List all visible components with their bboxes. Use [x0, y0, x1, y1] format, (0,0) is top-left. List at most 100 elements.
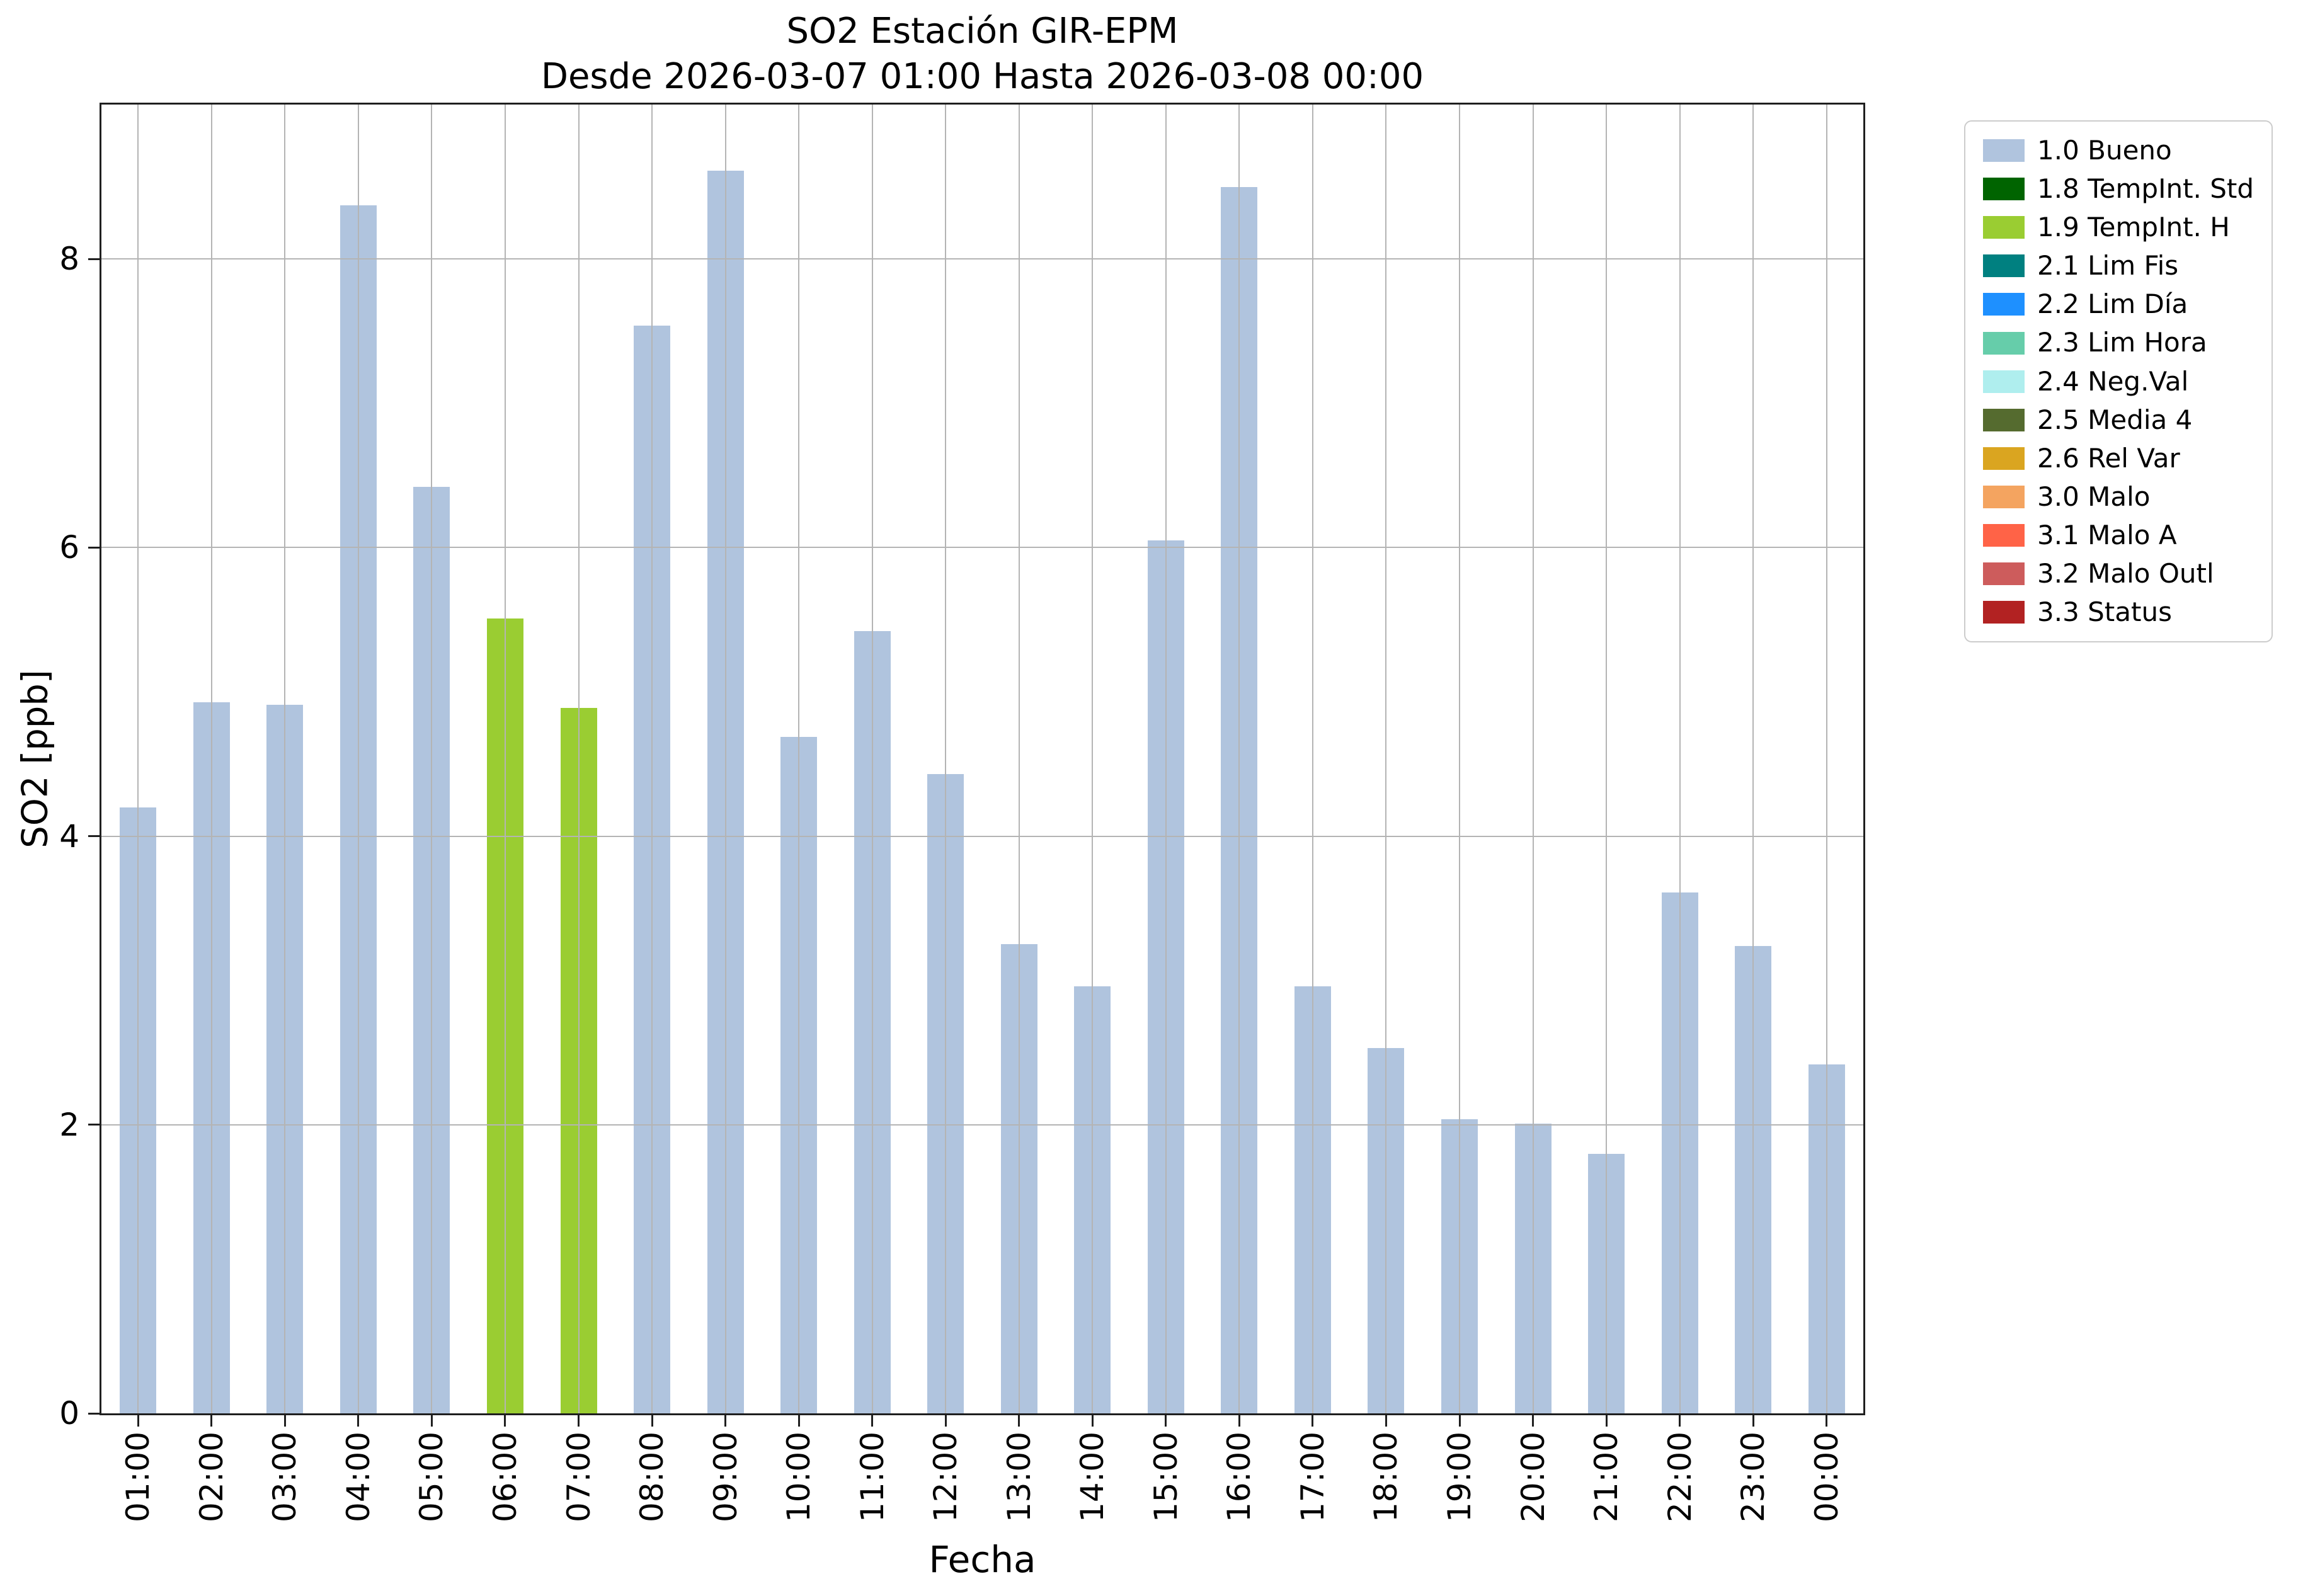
bar-09:00 [707, 171, 744, 1413]
bar-03:00 [266, 705, 304, 1413]
bar-22:00 [1661, 892, 1698, 1413]
x-tick-mark [797, 1415, 800, 1427]
y-tick-mark [88, 258, 100, 260]
y-tick-label: 6 [59, 529, 79, 566]
x-tick-mark [871, 1415, 874, 1427]
legend-label: 1.9 TempInt. H [2037, 212, 2230, 243]
legend-swatch [1983, 293, 2025, 316]
bar-11:00 [854, 631, 891, 1413]
legend-swatch [1983, 562, 2025, 586]
bar-12:00 [927, 774, 964, 1413]
y-tick-label: 2 [59, 1106, 79, 1143]
chart-title-line2: Desde 2026-03-07 01:00 Hasta 2026-03-08 … [540, 55, 1424, 97]
x-tick-label: 14:00 [1074, 1431, 1111, 1523]
bar-18:00 [1368, 1048, 1405, 1413]
x-tick-label: 18:00 [1368, 1431, 1405, 1523]
legend-item: 1.8 TempInt. Std [1983, 173, 2254, 205]
y-tick-mark [88, 1124, 100, 1126]
legend: 1.0 Bueno 1.8 TempInt. Std 1.9 TempInt. H 2… [1964, 120, 2273, 643]
legend-label: 2.6 Rel Var [2037, 442, 2180, 474]
y-tick-label: 4 [59, 818, 79, 855]
legend-item: 1.0 Bueno [1983, 135, 2254, 166]
x-tick-label: 16:00 [1221, 1431, 1258, 1523]
legend-item: 2.5 Media 4 [1983, 406, 2254, 434]
x-tick-label: 09:00 [707, 1431, 744, 1523]
x-tick-mark [944, 1415, 947, 1427]
x-tick-label: 19:00 [1441, 1431, 1478, 1523]
x-tick-label: 12:00 [927, 1431, 964, 1523]
x-tick-label: 04:00 [340, 1431, 377, 1523]
legend-swatch [1983, 254, 2025, 278]
bar-05:00 [413, 487, 450, 1413]
x-tick-mark [1238, 1415, 1240, 1427]
legend-swatch [1983, 139, 2025, 162]
y-tick-label: 8 [59, 241, 79, 278]
x-tick-mark [1679, 1415, 1681, 1427]
legend-label: 2.3 Lim Hora [2037, 327, 2207, 358]
x-axis-label: Fecha [929, 1538, 1036, 1581]
x-tick-mark [1605, 1415, 1608, 1427]
x-tick-mark [283, 1415, 286, 1427]
x-tick-label: 21:00 [1588, 1431, 1625, 1523]
legend-item: 3.0 Malo [1983, 481, 2254, 512]
y-tick-mark [88, 835, 100, 838]
x-tick-label: 17:00 [1294, 1431, 1331, 1523]
bar-17:00 [1294, 986, 1331, 1413]
x-tick-mark [1826, 1415, 1828, 1427]
x-tick-mark [1018, 1415, 1020, 1427]
bar-04:00 [340, 205, 377, 1413]
legend-swatch [1983, 601, 2025, 624]
legend-label: 3.1 Malo A [2037, 519, 2177, 550]
x-tick-mark [210, 1415, 213, 1427]
legend-label: 3.3 Status [2037, 596, 2172, 628]
x-tick-label: 11:00 [854, 1431, 891, 1523]
legend-swatch [1983, 178, 2025, 201]
legend-label: 1.8 TempInt. Std [2037, 173, 2254, 205]
x-tick-mark [1532, 1415, 1534, 1427]
x-tick-label: 10:00 [780, 1431, 818, 1523]
x-tick-label: 01:00 [120, 1431, 157, 1523]
legend-item: 3.1 Malo A [1983, 519, 2254, 550]
bar-02:00 [193, 702, 230, 1413]
x-tick-mark [1752, 1415, 1754, 1427]
x-tick-mark [578, 1415, 580, 1427]
x-tick-label: 20:00 [1514, 1431, 1552, 1523]
legend-swatch [1983, 408, 2025, 431]
x-tick-label: 22:00 [1661, 1431, 1698, 1523]
x-tick-mark [504, 1415, 506, 1427]
legend-swatch [1983, 447, 2025, 470]
x-tick-label: 08:00 [634, 1431, 671, 1523]
legend-item: 2.2 Lim Día [1983, 290, 2254, 318]
legend-item: 2.1 Lim Fis [1983, 252, 2254, 280]
legend-swatch [1983, 331, 2025, 355]
x-tick-mark [1091, 1415, 1094, 1427]
legend-label: 3.0 Malo [2037, 481, 2151, 512]
bar-00:00 [1808, 1064, 1845, 1413]
x-tick-label: 13:00 [1000, 1431, 1037, 1523]
legend-item: 2.6 Rel Var [1983, 442, 2254, 474]
x-tick-mark [430, 1415, 433, 1427]
legend-label: 3.2 Malo Outl [2037, 558, 2214, 590]
legend-item: 3.2 Malo Outl [1983, 558, 2254, 590]
bar-01:00 [120, 807, 157, 1413]
x-tick-label: 02:00 [193, 1431, 230, 1523]
legend-label: 2.4 Neg.Val [2037, 365, 2189, 397]
chart-title: SO2 Estación GIR-EPM Desde 2026-03-07 01… [100, 9, 1865, 99]
x-tick-label: 23:00 [1735, 1431, 1772, 1523]
bar-14:00 [1074, 986, 1111, 1413]
legend-swatch [1983, 216, 2025, 239]
x-tick-label: 05:00 [413, 1431, 450, 1523]
x-tick-mark [1312, 1415, 1314, 1427]
x-tick-label: 00:00 [1808, 1431, 1845, 1523]
legend-swatch [1983, 370, 2025, 393]
x-tick-label: 15:00 [1147, 1431, 1184, 1523]
bar-16:00 [1221, 186, 1258, 1413]
x-tick-mark [724, 1415, 727, 1427]
x-tick-mark [1165, 1415, 1167, 1427]
legend-label: 1.0 Bueno [2037, 135, 2172, 166]
bar-20:00 [1514, 1123, 1552, 1413]
bar-07:00 [560, 707, 597, 1413]
x-tick-label: 03:00 [266, 1431, 304, 1523]
legend-item: 1.9 TempInt. H [1983, 214, 2254, 241]
y-tick-mark [88, 1412, 100, 1415]
